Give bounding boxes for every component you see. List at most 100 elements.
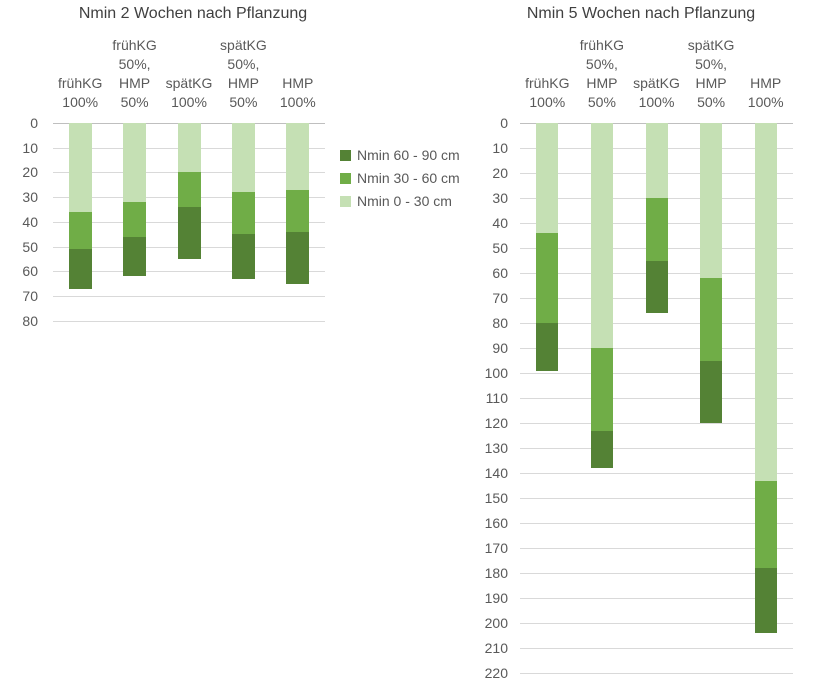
bar-segment-nmin-30-60-cm [68, 211, 92, 249]
bar-segment-nmin-30-60-cm [645, 198, 668, 261]
y-axis-tick-label: 170 [484, 540, 508, 556]
y-axis-tick-label: 70 [492, 290, 508, 306]
bar-segment-nmin-60-90-cm [231, 234, 255, 279]
y-axis-tick-label: 80 [492, 315, 508, 331]
category-label: HMP [586, 75, 618, 91]
category-label: 100% [638, 94, 675, 110]
category-label: 50% [587, 94, 616, 110]
category-label: HMP [119, 75, 151, 91]
legend-label: Nmin 60 - 90 cm [357, 147, 460, 163]
category-label: frühKG [58, 75, 103, 91]
bar-segment-nmin-0-30-cm [177, 123, 201, 173]
gridline [520, 398, 793, 399]
y-axis-tick-label: 120 [484, 415, 508, 431]
y-axis-tick-label: 0 [30, 115, 38, 131]
bar-segment-nmin-60-90-cm [590, 430, 613, 468]
left-chart-title: Nmin 2 Wochen nach Pflanzung [78, 5, 308, 22]
gridline [520, 448, 793, 449]
y-axis-tick-label: 180 [484, 565, 508, 581]
category-label: 100% [279, 94, 316, 110]
category-label: 100% [529, 94, 566, 110]
y-axis-tick-label: 80 [22, 312, 38, 329]
legend-label: Nmin 30 - 60 cm [357, 170, 460, 186]
legend-item-nmin-30-60: Nmin 30 - 60 cm [340, 170, 460, 186]
bar-segment-nmin-30-60-cm [754, 480, 777, 568]
gridline [520, 548, 793, 549]
bar-segment-nmin-0-30-cm [700, 123, 723, 278]
y-axis-tick-label: 30 [22, 189, 38, 206]
y-axis-tick-label: 70 [22, 287, 38, 304]
y-axis-tick-label: 60 [492, 265, 508, 281]
category-label: frühKG [112, 37, 157, 53]
bar-segment-nmin-60-90-cm [645, 260, 668, 313]
category-label: HMP [282, 75, 314, 91]
gridline [53, 295, 325, 297]
category-label: spätKG [165, 75, 213, 91]
category-label: frühKG [579, 37, 625, 53]
gridline [520, 573, 793, 574]
gridline [520, 373, 793, 374]
y-axis-tick-label: 10 [22, 139, 38, 156]
category-label: HMP [695, 75, 727, 91]
bar-segment-nmin-0-30-cm [590, 123, 613, 348]
category-label: 100% [171, 94, 207, 110]
gridline [520, 598, 793, 599]
category-label: 50% [697, 94, 726, 110]
bar-segment-nmin-0-30-cm [123, 123, 147, 202]
bar-segment-nmin-30-60-cm [231, 192, 255, 235]
bar-segment-nmin-60-90-cm [123, 236, 147, 277]
bar-segment-nmin-0-30-cm [286, 123, 310, 190]
category-label: spätKG [687, 37, 735, 53]
category-label: spätKG [220, 37, 267, 53]
gridline [520, 498, 793, 499]
legend-label: Nmin 0 - 30 cm [357, 193, 452, 209]
category-label: 50%, [585, 56, 618, 72]
legend: Nmin 60 - 90 cm Nmin 30 - 60 cm Nmin 0 -… [340, 147, 460, 216]
gridline [53, 271, 325, 273]
y-axis-tick-label: 30 [492, 190, 508, 206]
bar-segment-nmin-30-60-cm [123, 202, 147, 237]
gridline [520, 623, 793, 624]
dark-green-swatch-icon [340, 149, 351, 161]
bar-segment-nmin-60-90-cm [754, 568, 777, 633]
category-label: HMP [750, 75, 782, 91]
bar-segment-nmin-60-90-cm [700, 360, 723, 423]
y-axis-tick-label: 220 [484, 665, 508, 681]
light-green-swatch-icon [340, 195, 351, 207]
bar-segment-nmin-60-90-cm [68, 249, 92, 289]
category-label: 50%, [695, 56, 728, 72]
medium-green-swatch-icon [340, 172, 351, 184]
bar-segment-nmin-0-30-cm [536, 123, 559, 233]
y-axis-tick-label: 190 [484, 590, 508, 606]
bar-segment-nmin-0-30-cm [68, 123, 92, 212]
gridline [520, 348, 793, 349]
y-axis-tick-label: 50 [492, 240, 508, 256]
y-axis-tick-label: 160 [484, 515, 508, 531]
y-axis-tick-label: 20 [492, 165, 508, 181]
y-axis-tick-label: 50 [22, 238, 38, 255]
legend-item-nmin-0-30: Nmin 0 - 30 cm [340, 193, 460, 209]
gridline [520, 673, 793, 674]
gridline [520, 323, 793, 324]
category-label: 100% [747, 94, 784, 110]
bar-segment-nmin-30-60-cm [286, 189, 310, 232]
category-label: 100% [62, 94, 99, 110]
y-axis-tick-label: 10 [492, 140, 508, 156]
bar-segment-nmin-60-90-cm [286, 231, 310, 284]
y-axis-tick-label: 210 [484, 640, 508, 656]
bar-segment-nmin-0-30-cm [754, 123, 777, 481]
right-chart-title: Nmin 5 Wochen nach Pflanzung [526, 5, 756, 22]
bar-segment-nmin-30-60-cm [700, 278, 723, 361]
y-axis-tick-label: 90 [492, 340, 508, 356]
legend-item-nmin-60-90: Nmin 60 - 90 cm [340, 147, 460, 163]
category-label: 50%, [227, 56, 260, 72]
y-axis-tick-label: 110 [485, 390, 508, 406]
y-axis-tick-label: 200 [484, 615, 508, 631]
category-label: 50%, [118, 56, 151, 72]
bar-segment-nmin-0-30-cm [231, 123, 255, 193]
category-label: 50% [229, 94, 258, 110]
y-axis-tick-label: 140 [484, 465, 508, 481]
y-axis-tick-label: 100 [484, 365, 508, 381]
gridline [520, 423, 793, 424]
